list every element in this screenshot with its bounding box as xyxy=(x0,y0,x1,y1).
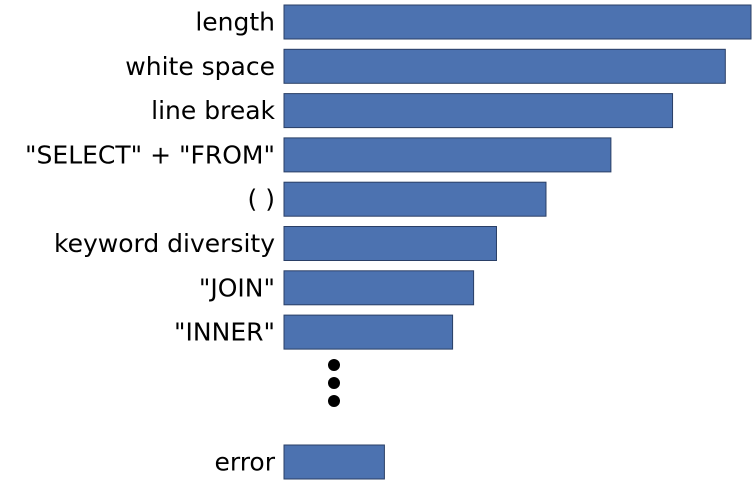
category-label-7: "INNER" xyxy=(174,318,275,347)
bar-5 xyxy=(283,226,497,261)
category-label-8: error xyxy=(214,448,275,477)
category-label-1: white space xyxy=(125,52,275,81)
bar-2 xyxy=(283,93,674,129)
bar-3 xyxy=(283,137,612,173)
bar-4 xyxy=(283,181,547,217)
ellipsis-dots xyxy=(328,359,340,407)
bar-7 xyxy=(283,314,454,350)
category-label-5: keyword diversity xyxy=(54,229,275,258)
category-labels: length white space line break "SELECT" + "F… xyxy=(25,8,276,477)
category-label-2: line break xyxy=(151,96,275,125)
bar-6 xyxy=(283,270,475,306)
bars xyxy=(283,4,752,480)
ellipsis-dot-2 xyxy=(328,395,340,407)
category-label-0: length xyxy=(195,8,275,37)
ellipsis-dot-0 xyxy=(328,359,340,371)
category-label-4: ( ) xyxy=(248,185,275,214)
bar-0 xyxy=(283,4,752,40)
category-label-3: "SELECT" + "FROM" xyxy=(25,140,275,169)
category-label-6: "JOIN" xyxy=(199,273,275,302)
bar-1 xyxy=(283,48,726,84)
ellipsis-dot-1 xyxy=(328,377,340,389)
bar-8 xyxy=(283,444,385,480)
